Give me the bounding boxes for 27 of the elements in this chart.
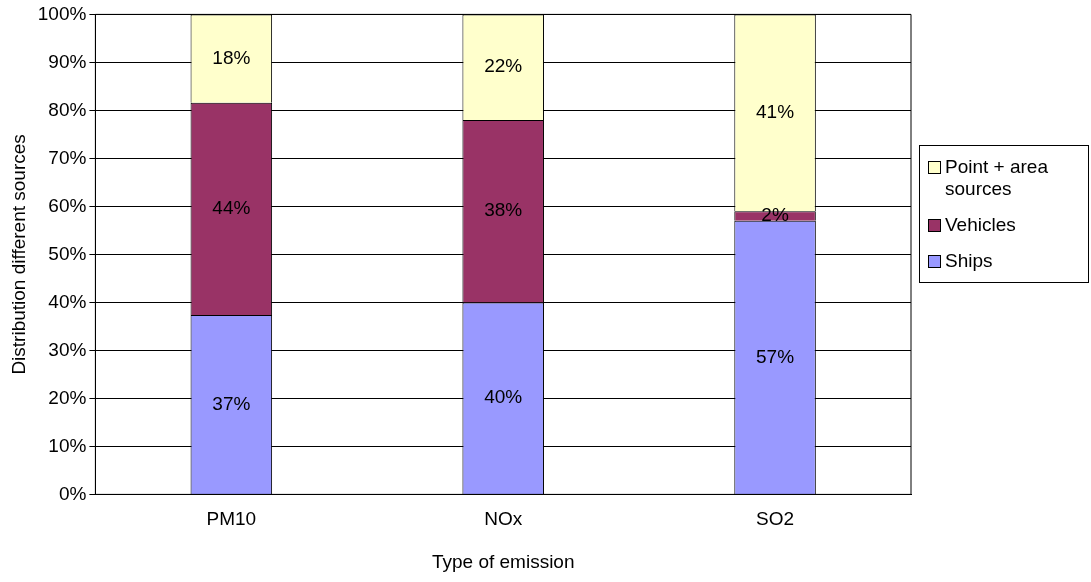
- legend-label: Ships: [945, 250, 993, 273]
- y-tick-label: 100%: [37, 2, 87, 24]
- y-tick-label: 50%: [48, 242, 87, 264]
- data-label: 41%: [756, 101, 795, 123]
- data-label: 22%: [484, 55, 523, 77]
- data-label: 37%: [212, 392, 251, 414]
- x-axis-title: Type of emission: [431, 550, 575, 572]
- y-tick-label: 0%: [58, 482, 87, 504]
- data-label: 57%: [756, 345, 795, 367]
- y-tick-label: 10%: [48, 434, 87, 456]
- data-label: 40%: [484, 386, 523, 408]
- y-tick-label: 60%: [48, 194, 87, 216]
- data-label: 18%: [212, 46, 251, 68]
- data-label: 38%: [484, 199, 523, 221]
- legend-label: Point + area sources: [945, 156, 1049, 201]
- y-axis-title: Distribution different sources: [7, 134, 29, 375]
- x-tick-label: PM10: [206, 508, 257, 530]
- data-label: 44%: [212, 197, 251, 219]
- x-tick-label: SO2: [756, 508, 795, 530]
- y-tick-label: 40%: [48, 290, 87, 312]
- y-tick-label: 30%: [48, 338, 87, 360]
- x-tick-label: NOx: [484, 508, 523, 530]
- y-tick-label: 70%: [48, 146, 87, 168]
- y-tick-label: 90%: [48, 50, 87, 72]
- legend-label: Vehicles: [945, 214, 1016, 237]
- y-tick-label: 80%: [48, 98, 87, 120]
- y-tick-label: 20%: [48, 386, 87, 408]
